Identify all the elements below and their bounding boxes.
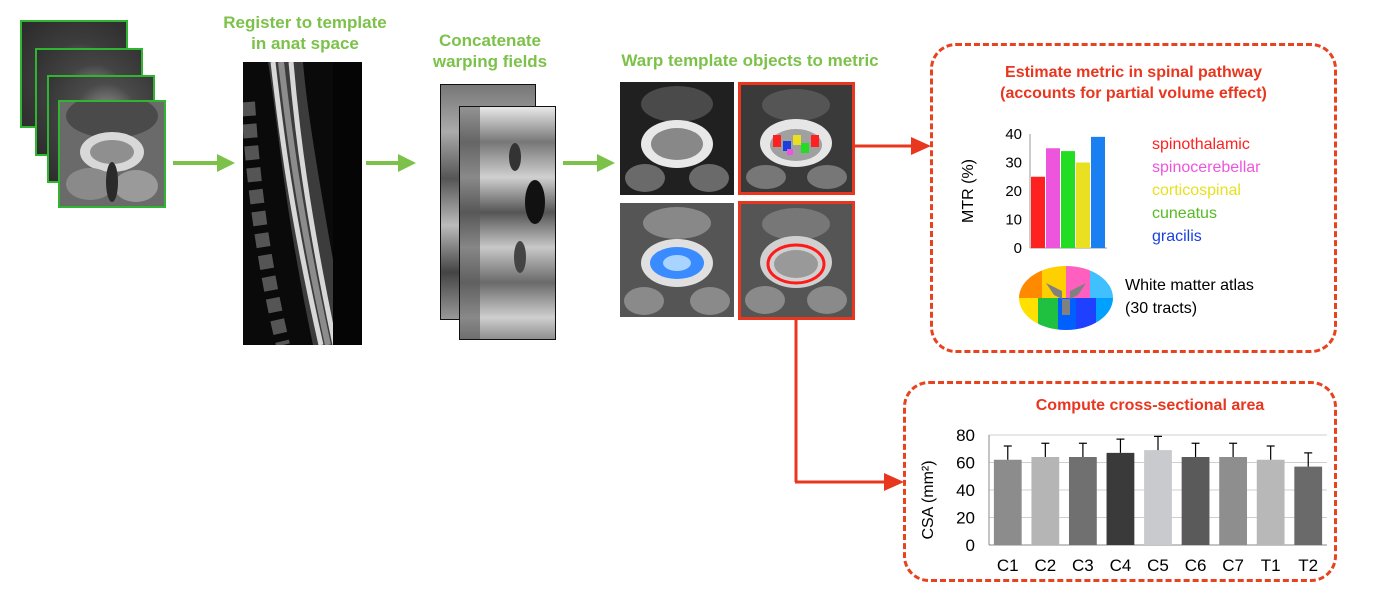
register-title: Register to template in anat space — [200, 12, 410, 54]
mtr-bar-spinocerebellar — [1046, 148, 1060, 248]
legend-spinocerebellar: spinocerebellar — [1152, 159, 1261, 176]
csa-bar-T2 — [1294, 466, 1323, 545]
csa-x-tick-label: C4 — [1110, 556, 1132, 575]
metric-title-line2: (accounts for partial volume effect) — [1000, 85, 1267, 102]
metric-title-line1: Estimate metric in spinal pathway — [1005, 64, 1262, 81]
csa-bar-C2 — [1031, 457, 1060, 545]
csa-x-tick-label: C5 — [1147, 556, 1169, 575]
csa-x-tick-label: C3 — [1072, 556, 1094, 575]
csa-y-tick-label: 40 — [956, 481, 975, 500]
green-arrow-2 — [366, 154, 416, 172]
csa-bar-C1 — [993, 459, 1022, 545]
metric-box — [930, 43, 1337, 353]
mtr-y-tick-label: 20 — [1005, 183, 1022, 200]
csa-y-axis-label: CSA (mm²) — [920, 460, 937, 539]
atlas-label-line1: White matter atlas — [1125, 277, 1254, 294]
mtr-y-tick-label: 10 — [1005, 212, 1022, 229]
mtr-bar-gracilis — [1091, 136, 1105, 248]
mtr-y-axis-label: MTR (%) — [960, 159, 977, 223]
csa-box-title: Compute cross-sectional area — [1035, 397, 1265, 414]
csa-y-tick-label: 80 — [956, 426, 975, 445]
csa-x-tick-label: C7 — [1222, 556, 1244, 575]
mri-slice-4 — [58, 100, 166, 208]
csa-error-bar-C4 — [1116, 438, 1125, 453]
red-arrow-to-csa — [794, 318, 904, 491]
legend-corticospinal: corticospinal — [1152, 182, 1241, 199]
sagittal-template-image — [243, 62, 362, 345]
csa-error-bar-C3 — [1078, 442, 1087, 457]
mtr-bar-cuneatus — [1076, 162, 1090, 248]
csa-x-tick-label: C1 — [997, 556, 1019, 575]
csa-error-bar-T1 — [1266, 445, 1275, 460]
mtr-y-tick-label: 40 — [1005, 126, 1022, 143]
csa-bar-chart: 0 20 40 60 80 CSA (mm²) C1 C2 C3 C4 C5 C6 C7 T1 T2 — [920, 426, 1327, 575]
mtr-y-tick-label: 30 — [1005, 155, 1022, 172]
csa-x-tick-label: T2 — [1298, 556, 1318, 575]
csa-bar-C6 — [1181, 457, 1210, 545]
csa-x-tick-label: C2 — [1034, 556, 1056, 575]
csa-bar-C5 — [1144, 450, 1172, 545]
csa-error-bar-C7 — [1229, 442, 1238, 457]
csa-box — [903, 381, 1337, 582]
cord-segmentation-image — [738, 201, 855, 320]
csa-x-tick-label: T1 — [1261, 556, 1281, 575]
green-arrow-1 — [173, 154, 235, 172]
csa-x-tick-label: C6 — [1185, 556, 1207, 575]
atlas-label: White matter atlas (30 tracts) — [1125, 274, 1254, 320]
mtr-bar-chart: 0 10 20 30 40 MTR (%) — [960, 126, 1107, 257]
csa-error-bar-C2 — [1041, 442, 1050, 457]
register-title-line1: Register to template — [223, 13, 387, 32]
csa-y-tick-label: 60 — [956, 454, 975, 473]
concatenate-title-line1: Concatenate — [438, 31, 542, 50]
legend-cuneatus: cuneatus — [1152, 205, 1217, 222]
atlas-label-line2: (30 tracts) — [1125, 300, 1198, 317]
csa-y-tick-label: 20 — [956, 509, 975, 528]
warp-title: Warp template objects to metric — [600, 50, 900, 71]
metric-tracts-image — [738, 82, 855, 195]
mtr-bar-spinothalamic — [1031, 176, 1045, 248]
csa-y-tick-label: 0 — [966, 536, 975, 555]
csa-error-bar-C5 — [1154, 435, 1162, 451]
metric-image — [620, 82, 734, 195]
csa-error-bar-T2 — [1304, 452, 1313, 467]
csa-bar-C4 — [1106, 452, 1135, 545]
concatenate-title: Concatenate warping fields — [415, 30, 565, 72]
concatenate-title-line2: warping fields — [432, 52, 548, 71]
csa-bar-T1 — [1256, 459, 1285, 545]
register-title-line2: in anat space — [251, 34, 359, 53]
warping-field-front — [459, 106, 556, 340]
mtr-bar-corticospinal — [1061, 151, 1075, 248]
legend-spinothalamic: spinothalamic — [1152, 136, 1250, 153]
legend-gracilis: gracilis — [1152, 228, 1202, 245]
csa-error-bar-C6 — [1191, 442, 1200, 457]
warp-title-line1: Warp template objects to metric — [621, 51, 879, 70]
metric-box-title: Estimate metric in spinal pathway (accou… — [930, 62, 1337, 104]
red-arrow-to-metric — [855, 137, 931, 155]
csa-error-bar-C1 — [1003, 445, 1012, 460]
green-arrow-3 — [563, 154, 615, 172]
csa-bar-C3 — [1068, 457, 1097, 545]
mtr-y-tick-label: 0 — [1014, 240, 1022, 257]
csa-bar-C7 — [1219, 457, 1248, 545]
white-matter-atlas-icon — [1019, 266, 1113, 330]
wm-probability-image — [620, 203, 734, 317]
